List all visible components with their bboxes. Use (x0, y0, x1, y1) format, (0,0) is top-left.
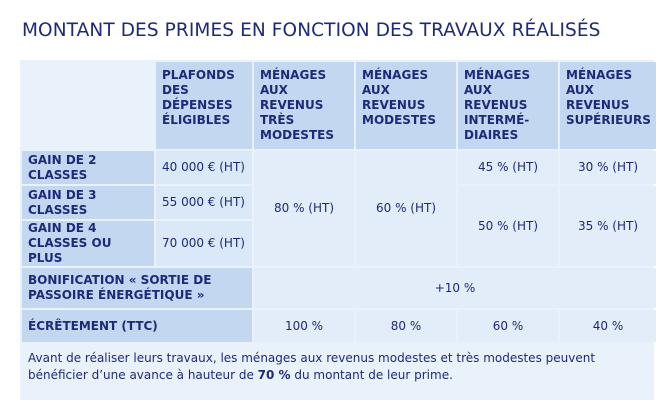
row-label-gain2: GAIN DE 2 CLASSES (22, 151, 154, 184)
note-text-bold: 70 % (257, 368, 291, 382)
ecretement-modestes: 80 % (356, 310, 456, 342)
header-tres-modestes: MÉNAGES AUX REVENUS TRÈS MODESTES (254, 62, 354, 149)
row-label-gain4: GAIN DE 4 CLASSES OU PLUS (22, 221, 154, 266)
ecretement-intermediaires: 60 % (458, 310, 558, 342)
plafond-gain4: 70 000 € (HT) (156, 221, 252, 266)
table-row: GAIN DE 4 CLASSES OU PLUS 70 000 € (HT) (22, 221, 656, 266)
header-modestes: MÉNAGES AUX REVENUS MODESTES (356, 62, 456, 149)
ecretement-label: ÉCRÊTEMENT (TTC) (22, 310, 252, 342)
bonification-label: BONIFICATION « SORTIE DE PASSOIRE ÉNERGÉ… (22, 268, 252, 308)
value-tres-modestes: 80 % (HT) (254, 151, 354, 266)
table-row: GAIN DE 2 CLASSES 40 000 € (HT) 80 % (HT… (22, 151, 656, 266)
ecretement-tres-modestes: 100 % (254, 310, 354, 342)
header-intermediaires: MÉNAGES AUX REVENUS INTERMÉ-DIAIRES (458, 62, 558, 149)
plafond-gain3: 55 000 € (HT) (156, 186, 252, 219)
primes-table: PLAFONDS DES DÉPENSES ÉLIGIBLES MÉNAGES … (20, 60, 658, 344)
corner-cell (22, 62, 154, 149)
page-title: MONTANT DES PRIMES EN FONCTION DES TRAVA… (22, 20, 601, 41)
table-row: BONIFICATION « SORTIE DE PASSOIRE ÉNERGÉ… (22, 268, 656, 308)
primes-table-container: PLAFONDS DES DÉPENSES ÉLIGIBLES MÉNAGES … (20, 60, 656, 400)
note-text-after: du montant de leur prime. (290, 368, 453, 382)
value-modestes: 60 % (HT) (356, 151, 456, 266)
value-intermediaires-gain3-4: 50 % (HT) (458, 186, 558, 266)
value-superieurs-gain2: 30 % (HT) (560, 151, 656, 184)
header-row: PLAFONDS DES DÉPENSES ÉLIGIBLES MÉNAGES … (22, 62, 656, 149)
bonification-value: +10 % (254, 268, 656, 308)
value-intermediaires-gain2: 45 % (HT) (458, 151, 558, 184)
row-label-gain3: GAIN DE 3 CLASSES (22, 186, 154, 219)
avance-note: Avant de réaliser leurs travaux, les mén… (20, 344, 654, 390)
header-superieurs: MÉNAGES AUX REVENUS SUPÉRIEURS (560, 62, 656, 149)
plafond-gain2: 40 000 € (HT) (156, 151, 252, 184)
table-row: GAIN DE 3 CLASSES 55 000 € (HT) 50 % (HT… (22, 186, 656, 266)
header-plafonds: PLAFONDS DES DÉPENSES ÉLIGIBLES (156, 62, 252, 149)
ecretement-superieurs: 40 % (560, 310, 656, 342)
table-row: ÉCRÊTEMENT (TTC) 100 % 80 % 60 % 40 % (22, 310, 656, 342)
value-superieurs-gain3-4: 35 % (HT) (560, 186, 656, 266)
note-text-before: Avant de réaliser leurs travaux, les mén… (28, 351, 596, 382)
